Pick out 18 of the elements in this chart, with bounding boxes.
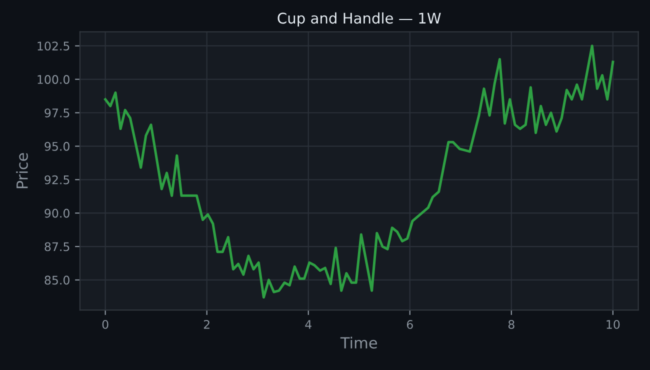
x-tick-label: 10 [606, 320, 620, 329]
x-tick-label: 2 [204, 320, 210, 329]
x-axis-title: Time [340, 336, 378, 349]
chart-title: Cup and Handle — 1W [278, 12, 441, 27]
y-tick-label: 97.5 [44, 108, 70, 118]
y-tick-label: 92.5 [44, 175, 70, 184]
y-tick-label: 87.5 [44, 242, 70, 252]
y-tick-label: 100.0 [38, 75, 70, 84]
y-tick-label: 95.0 [44, 142, 70, 151]
y-tick-label: 102.5 [38, 42, 70, 51]
x-tick-label: 4 [305, 320, 312, 329]
y-tick-label: 85.0 [44, 276, 70, 285]
y-tick-label: 90.0 [44, 208, 70, 218]
y-axis-title: Price [16, 153, 28, 188]
x-tick-label: 6 [406, 320, 413, 329]
x-tick-label: 8 [508, 320, 514, 329]
x-tick-label: 0 [102, 320, 108, 329]
line-series [104, 44, 614, 299]
